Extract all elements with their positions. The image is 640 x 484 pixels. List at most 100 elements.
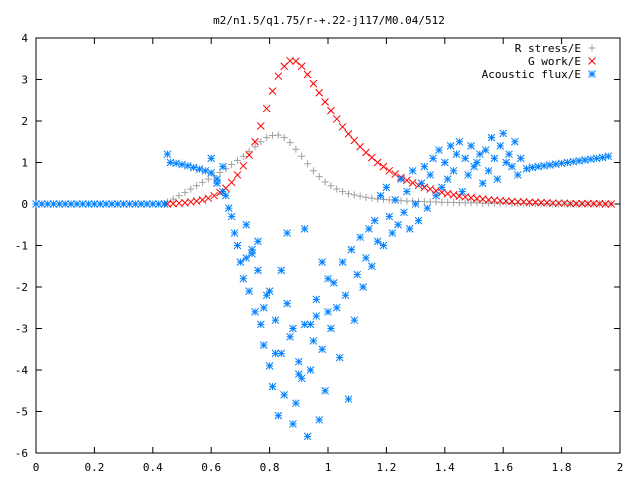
data-point <box>96 200 105 208</box>
data-point <box>143 200 151 208</box>
x-tick-label: 1.6 <box>493 461 513 474</box>
data-point <box>327 106 335 115</box>
y-tick-label: 3 <box>21 74 28 87</box>
data-point <box>274 131 282 139</box>
data-point <box>338 122 347 131</box>
data-point <box>443 189 452 198</box>
data-point <box>490 154 499 163</box>
data-point <box>365 225 373 233</box>
legend-marker <box>588 57 596 65</box>
data-point <box>391 195 400 204</box>
data-point <box>292 399 300 408</box>
data-point <box>508 162 516 171</box>
data-point <box>303 432 312 441</box>
data-point <box>435 146 443 154</box>
data-point <box>300 225 309 233</box>
y-tick-label: 0 <box>21 198 28 211</box>
data-point <box>446 142 455 150</box>
data-point <box>484 166 493 175</box>
legend-label: G work/E <box>528 55 581 68</box>
data-point <box>555 200 563 208</box>
data-marks <box>32 56 616 441</box>
data-point <box>522 164 531 173</box>
data-point <box>227 178 236 187</box>
data-point <box>423 204 432 213</box>
y-tick-label: -3 <box>15 323 28 336</box>
data-point <box>193 182 201 190</box>
data-point <box>478 179 487 188</box>
data-point <box>277 349 286 358</box>
data-point <box>557 159 566 168</box>
data-point <box>251 308 259 316</box>
data-point <box>385 212 394 221</box>
data-point <box>397 175 405 183</box>
data-point <box>233 156 241 164</box>
data-point <box>414 216 423 225</box>
data-point <box>566 199 575 208</box>
data-point <box>268 87 277 95</box>
data-point <box>543 198 551 207</box>
data-point <box>379 241 388 250</box>
data-point <box>408 178 417 187</box>
data-point <box>204 175 212 183</box>
data-point <box>438 198 446 206</box>
data-point <box>175 199 183 208</box>
data-point <box>131 200 140 208</box>
data-point <box>508 197 516 206</box>
data-point <box>327 324 335 333</box>
data-point <box>370 216 379 225</box>
data-point <box>315 415 324 424</box>
data-point <box>262 104 271 113</box>
data-point <box>102 200 110 208</box>
data-point <box>484 195 493 204</box>
data-point <box>228 161 236 169</box>
data-point <box>263 134 271 142</box>
x-tick-label: 0 <box>33 461 40 474</box>
data-point <box>391 170 400 178</box>
data-point <box>268 382 277 391</box>
data-point <box>496 196 505 205</box>
y-tick-label: -5 <box>15 406 28 419</box>
data-point <box>385 196 393 204</box>
data-point <box>245 151 254 159</box>
data-point <box>455 199 463 207</box>
data-point <box>341 291 350 300</box>
data-point <box>329 278 338 287</box>
data-point <box>289 324 297 333</box>
data-point <box>367 153 376 162</box>
data-point <box>362 193 370 201</box>
data-point <box>405 225 414 233</box>
data-point <box>271 349 280 358</box>
axis-ticks: 0 0.2 0.4 0.6 0.8 1 1.2 1.4 1.6 1.8 2 4 3 2 1 0 -1 -2 -3 -4… <box>15 32 624 474</box>
data-point <box>347 245 356 254</box>
data-point <box>78 200 87 208</box>
data-point <box>67 200 75 208</box>
data-point <box>481 146 490 154</box>
y-tick-label: -4 <box>15 364 29 377</box>
data-point <box>262 291 271 300</box>
data-point <box>440 158 449 167</box>
data-point <box>306 320 315 329</box>
data-point <box>359 283 367 291</box>
data-point <box>516 154 525 163</box>
data-point <box>274 411 283 420</box>
data-point <box>402 187 411 196</box>
data-point <box>368 194 376 202</box>
data-point <box>531 198 540 207</box>
data-point <box>379 162 388 171</box>
data-point <box>455 137 464 146</box>
data-point <box>420 162 429 171</box>
data-point <box>420 198 428 206</box>
data-point <box>245 287 254 296</box>
data-point <box>344 395 353 403</box>
data-point <box>283 229 291 237</box>
data-point <box>286 332 294 341</box>
legend-label: R stress/E <box>515 42 581 55</box>
data-point <box>61 200 70 208</box>
x-tick-label: 0.6 <box>201 461 221 474</box>
data-point <box>513 198 522 206</box>
data-point <box>259 303 268 312</box>
x-tick-label: 1.2 <box>376 461 396 474</box>
data-point <box>280 134 288 142</box>
